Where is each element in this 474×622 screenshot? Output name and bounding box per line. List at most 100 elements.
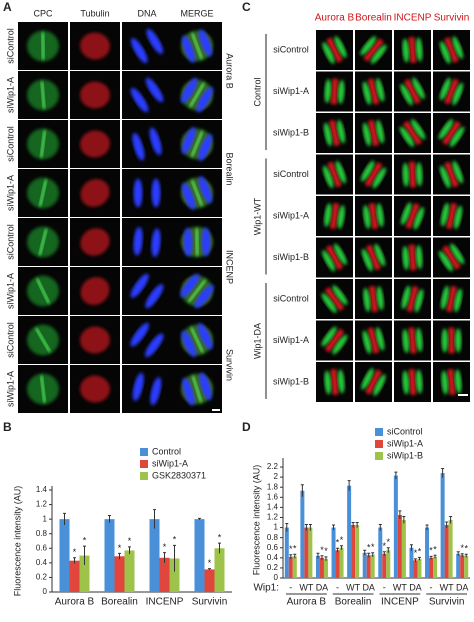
significance-marker: *	[83, 535, 87, 545]
midzone	[189, 327, 205, 353]
midzone-red	[444, 36, 459, 64]
spindle	[80, 130, 110, 158]
micrograph	[355, 237, 392, 278]
error-bar	[355, 522, 359, 528]
chromatin	[130, 273, 149, 298]
row-label: siWip1-A	[5, 77, 15, 113]
bar	[413, 560, 418, 578]
chromatin	[415, 37, 423, 62]
group-label: INCENP	[381, 597, 419, 608]
micrograph	[355, 320, 392, 361]
error-bar	[441, 468, 445, 478]
x-tick-label: DA	[456, 582, 469, 592]
chromatin	[150, 377, 162, 406]
chromatin	[454, 328, 462, 353]
bar	[59, 519, 70, 592]
chromatin	[453, 205, 463, 230]
bar	[425, 527, 430, 578]
bar	[300, 490, 305, 578]
error-bar	[351, 522, 355, 528]
protein-label: Survivin	[225, 349, 235, 381]
bar	[104, 519, 115, 592]
legend-swatch	[140, 460, 148, 468]
midzone-red	[402, 120, 423, 146]
chromatin	[144, 333, 164, 358]
midzone	[190, 131, 204, 157]
midzone-red	[442, 245, 461, 270]
error-bar	[378, 524, 382, 531]
x-prefix: Wip1:	[253, 583, 279, 594]
chromatin	[441, 328, 449, 353]
micrograph	[70, 22, 120, 70]
spindle	[80, 277, 110, 305]
chromatin	[181, 127, 196, 154]
chromatin	[194, 284, 214, 309]
significance-marker: *	[460, 543, 464, 553]
significance-marker: *	[73, 547, 77, 557]
y-tick-label: 1.2	[36, 500, 48, 509]
y-tick-label: 0.4	[267, 553, 279, 562]
bar	[409, 547, 414, 578]
row-label: siControl	[5, 126, 15, 162]
chromatin	[375, 119, 385, 144]
micrograph	[433, 196, 470, 236]
micrograph	[172, 365, 222, 413]
error-bar	[417, 556, 421, 561]
row-label: siWip1-B	[273, 127, 309, 137]
x-tick-label: -	[383, 582, 386, 592]
significance-marker: *	[208, 558, 212, 568]
micrograph	[122, 218, 172, 266]
legend-swatch	[140, 448, 148, 456]
error-bar	[398, 510, 402, 519]
error-bar	[340, 545, 344, 550]
group-label: Survivin	[429, 597, 465, 608]
midzone-red	[408, 161, 417, 188]
chromatin	[376, 203, 384, 227]
y-tick-label: 1.6	[267, 492, 279, 501]
chromatin	[363, 287, 371, 312]
row-label: siControl	[5, 224, 15, 260]
group-label: Borealin	[335, 597, 372, 608]
chromatin	[439, 77, 451, 101]
micrograph	[394, 279, 431, 319]
bar	[429, 557, 434, 578]
midzone-red	[443, 78, 460, 105]
error-bar	[402, 515, 406, 524]
chromatin	[323, 122, 333, 147]
micrograph	[316, 113, 353, 153]
error-bar	[320, 555, 324, 560]
error-bar	[363, 549, 367, 556]
significance-marker: *	[387, 537, 391, 547]
midzone	[191, 375, 203, 403]
chromatin	[198, 29, 213, 57]
bar	[460, 555, 465, 578]
midzone-red	[367, 78, 380, 105]
micrograph	[122, 120, 172, 168]
x-tick-label: -	[336, 582, 339, 592]
error-bar	[460, 553, 464, 557]
error-bar	[293, 553, 297, 559]
micrograph	[18, 316, 68, 364]
chromatin	[361, 248, 373, 272]
chromatin	[333, 243, 347, 265]
bar	[393, 475, 398, 578]
chromatin	[402, 38, 410, 63]
midzone-red	[324, 328, 345, 353]
bar	[382, 553, 387, 578]
error-bar	[394, 471, 398, 480]
midzone-red	[445, 202, 458, 230]
significance-marker: *	[289, 544, 293, 554]
chromatin	[452, 160, 464, 184]
legend-swatch	[375, 452, 383, 460]
error-bar	[449, 515, 453, 524]
chromatin	[415, 245, 423, 270]
row-label: siWip1-A	[273, 86, 309, 96]
panel-letter: B	[3, 420, 12, 434]
chromatin	[130, 87, 149, 113]
significance-marker: *	[429, 546, 433, 556]
chromatin	[374, 243, 386, 267]
protein-label: Borealin	[225, 152, 235, 185]
chromatin	[400, 83, 413, 106]
micrograph	[122, 22, 172, 70]
micrograph	[172, 120, 222, 168]
